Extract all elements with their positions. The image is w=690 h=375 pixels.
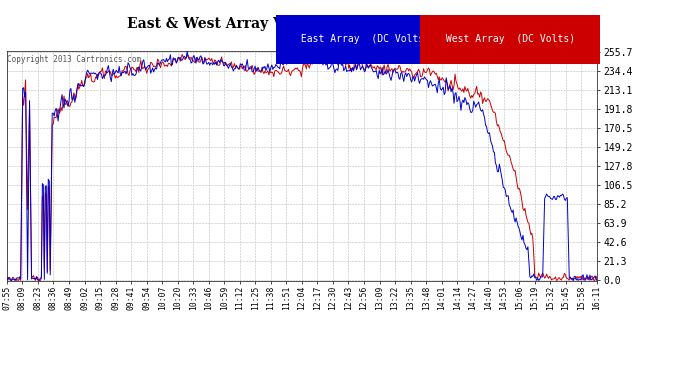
Text: East Array  (DC Volts): East Array (DC Volts) <box>295 34 436 44</box>
Text: East & West Array Voltage Sun Dec 29 16:22: East & West Array Voltage Sun Dec 29 16:… <box>127 17 473 31</box>
Text: West Array  (DC Volts): West Array (DC Volts) <box>440 34 580 44</box>
Text: Copyright 2013 Cartronics.com: Copyright 2013 Cartronics.com <box>8 55 141 64</box>
